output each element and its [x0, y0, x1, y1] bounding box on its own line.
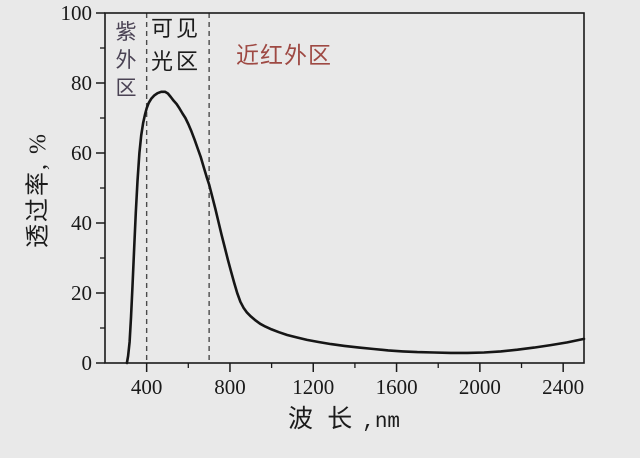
x-tick-label: 400 [131, 375, 163, 399]
y-tick-label: 80 [71, 71, 92, 95]
uv-region-label: 紫外区 [115, 20, 137, 100]
y-axis-title: 透过率, % [25, 132, 52, 248]
x-tick-label: 2000 [459, 375, 501, 399]
x-tick-label: 2400 [542, 375, 584, 399]
x-axis-title-unit: ,nm [362, 411, 401, 434]
y-tick-label: 20 [71, 281, 92, 305]
x-tick-label: 1600 [376, 375, 418, 399]
y-tick-label: 100 [61, 1, 93, 25]
x-tick-label: 800 [214, 375, 246, 399]
x-axis-title: 波 长 ,nm [288, 399, 400, 435]
nir-region-label: 近红外区 [236, 43, 332, 68]
x-tick-label: 1200 [292, 375, 334, 399]
visible-region-label: 可见光区 [151, 16, 202, 74]
transmittance-curve [125, 90, 586, 365]
y-tick-label: 40 [71, 211, 92, 235]
y-tick-label: 0 [82, 351, 93, 375]
y-tick-label: 60 [71, 141, 92, 165]
x-axis-title-text: 波 长 [287, 406, 354, 433]
